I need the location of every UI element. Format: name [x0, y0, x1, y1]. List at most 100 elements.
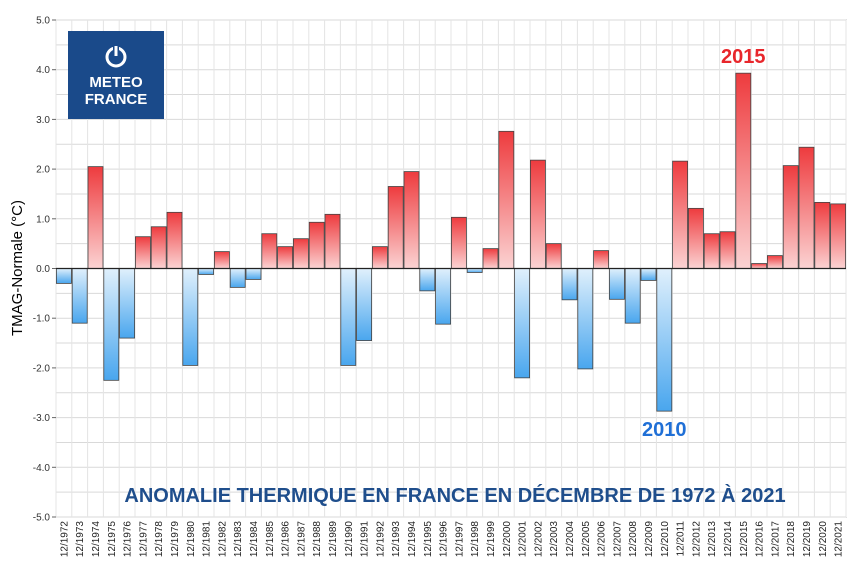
- x-tick-label: 12/2013: [707, 521, 718, 558]
- bar-12-1987: [292, 238, 309, 269]
- bar-12-2009: [640, 268, 657, 281]
- bar-12-2000: [498, 130, 515, 269]
- bar-12-2006: [593, 250, 609, 269]
- x-tick-label: 12/1980: [186, 521, 197, 558]
- x-tick-label: 12/1995: [423, 521, 434, 558]
- bar-12-2014: [719, 231, 736, 269]
- y-tick-label: -5.0: [33, 513, 51, 524]
- bar-12-1997: [450, 216, 467, 269]
- bar-12-1980: [182, 268, 199, 366]
- bar-12-1996: [435, 268, 452, 325]
- x-tick-label: 12/2012: [691, 521, 702, 558]
- x-tick-label: 12/1977: [138, 521, 149, 558]
- x-tick-label: 12/2008: [628, 521, 639, 558]
- y-tick-label: -4.0: [33, 463, 51, 474]
- x-tick-label: 12/2007: [612, 521, 623, 558]
- bar-12-2004: [561, 268, 578, 301]
- bar-12-2021: [830, 203, 846, 269]
- x-tick-label: 12/2003: [549, 521, 560, 558]
- bar-12-1994: [403, 171, 420, 269]
- x-tick-label: 12/2011: [676, 521, 687, 557]
- bar-12-1999: [482, 248, 499, 269]
- x-tick-label: 12/1978: [154, 521, 165, 558]
- y-tick-label: -2.0: [33, 363, 51, 374]
- x-tick-label: 12/1985: [265, 521, 276, 558]
- y-tick-label: 4.0: [36, 65, 50, 76]
- bar-12-1982: [213, 251, 230, 269]
- bar-12-2013: [703, 233, 720, 269]
- bar-12-1977: [134, 236, 151, 269]
- bar-12-1985: [261, 233, 278, 269]
- x-tick-label: 12/2000: [502, 521, 513, 558]
- bar-12-2007: [609, 268, 625, 300]
- x-tick-label: 12/2014: [723, 521, 734, 558]
- x-tick-label: 12/1989: [328, 521, 339, 558]
- x-tick-label: 12/1987: [296, 521, 307, 558]
- x-tick-label: 12/1984: [249, 521, 260, 558]
- x-tick-label: 12/1993: [391, 521, 402, 558]
- bar-12-2001: [514, 268, 530, 379]
- x-tick-label: 12/1988: [312, 521, 323, 558]
- x-tick-label: 12/1983: [233, 521, 244, 558]
- bar-12-1976: [119, 268, 135, 339]
- bar-12-1991: [356, 268, 373, 341]
- x-tick-label: 12/2019: [802, 521, 813, 558]
- x-tick-label: 12/1982: [217, 521, 228, 558]
- x-tick-label: 12/1981: [202, 521, 213, 558]
- meteo-france-logo: METEO FRANCE: [68, 31, 164, 119]
- y-tick-label: 2.0: [36, 165, 50, 176]
- bar-12-2017: [767, 255, 783, 269]
- y-tick-label: 1.0: [36, 214, 50, 225]
- x-tick-label: 12/1974: [91, 521, 102, 558]
- bar-12-1990: [340, 268, 357, 366]
- x-tick-label: 12/1972: [59, 521, 70, 558]
- y-axis-ticks: 5.0 4.0 3.0 2.0 1.0 0.0 -1.0 -2.0 -3.0 -4.0 -5.0: [33, 16, 56, 524]
- bar-12-2018: [782, 165, 799, 269]
- bar-12-2005: [577, 268, 594, 370]
- bar-12-1992: [371, 246, 388, 269]
- x-tick-label: 12/2001: [518, 521, 529, 558]
- x-tick-label: 12/1975: [107, 521, 118, 558]
- logo-emblem-icon: [105, 44, 127, 68]
- x-tick-label: 12/1998: [470, 521, 481, 558]
- bar-12-1993: [387, 186, 404, 269]
- bar-12-2011: [672, 160, 688, 269]
- y-tick-label: -3.0: [33, 413, 51, 424]
- x-tick-label: 12/1990: [344, 521, 355, 558]
- y-tick-label: 5.0: [36, 16, 50, 27]
- x-tick-label: 12/2016: [755, 521, 766, 558]
- y-tick-label: 0.0: [36, 264, 50, 275]
- x-tick-label: 12/2006: [597, 521, 608, 558]
- bar-12-2016: [751, 263, 767, 269]
- bar-12-1978: [150, 226, 167, 269]
- bar-12-1979: [166, 211, 183, 269]
- x-axis-ticks: 12/1972 12/1973 12/1974 12/1975 12/1976 12/19…: [59, 521, 844, 558]
- x-tick-label: 12/1994: [407, 521, 418, 558]
- x-tick-label: 12/2018: [786, 521, 797, 558]
- x-tick-label: 12/2015: [739, 521, 750, 558]
- x-tick-label: 12/2017: [770, 521, 781, 558]
- bar-12-2019: [798, 146, 815, 269]
- x-tick-label: 12/1979: [170, 521, 181, 558]
- x-tick-label: 12/2020: [818, 521, 829, 558]
- bar-12-1984: [245, 268, 262, 280]
- bar-12-2012: [688, 207, 704, 269]
- bar-12-2002: [530, 159, 546, 269]
- bar-12-1973: [71, 268, 88, 324]
- x-tick-label: 12/2002: [533, 521, 544, 558]
- bars: [56, 72, 846, 412]
- bar-12-1981: [198, 268, 215, 275]
- bar-12-1972: [56, 268, 72, 284]
- x-tick-label: 12/1973: [75, 521, 86, 558]
- x-tick-label: 12/1991: [360, 521, 371, 558]
- bar-12-1983: [229, 268, 246, 288]
- bar-12-1989: [324, 213, 341, 269]
- x-tick-label: 12/2021: [834, 521, 845, 558]
- bar-12-2008: [624, 268, 641, 324]
- bar-12-2020: [814, 201, 831, 269]
- x-tick-label: 12/1976: [123, 521, 134, 558]
- bar-12-1995: [419, 268, 436, 292]
- chart-title: ANOMALIE THERMIQUE EN FRANCE EN DÉCEMBRE…: [124, 484, 785, 507]
- x-tick-label: 12/2010: [660, 521, 671, 558]
